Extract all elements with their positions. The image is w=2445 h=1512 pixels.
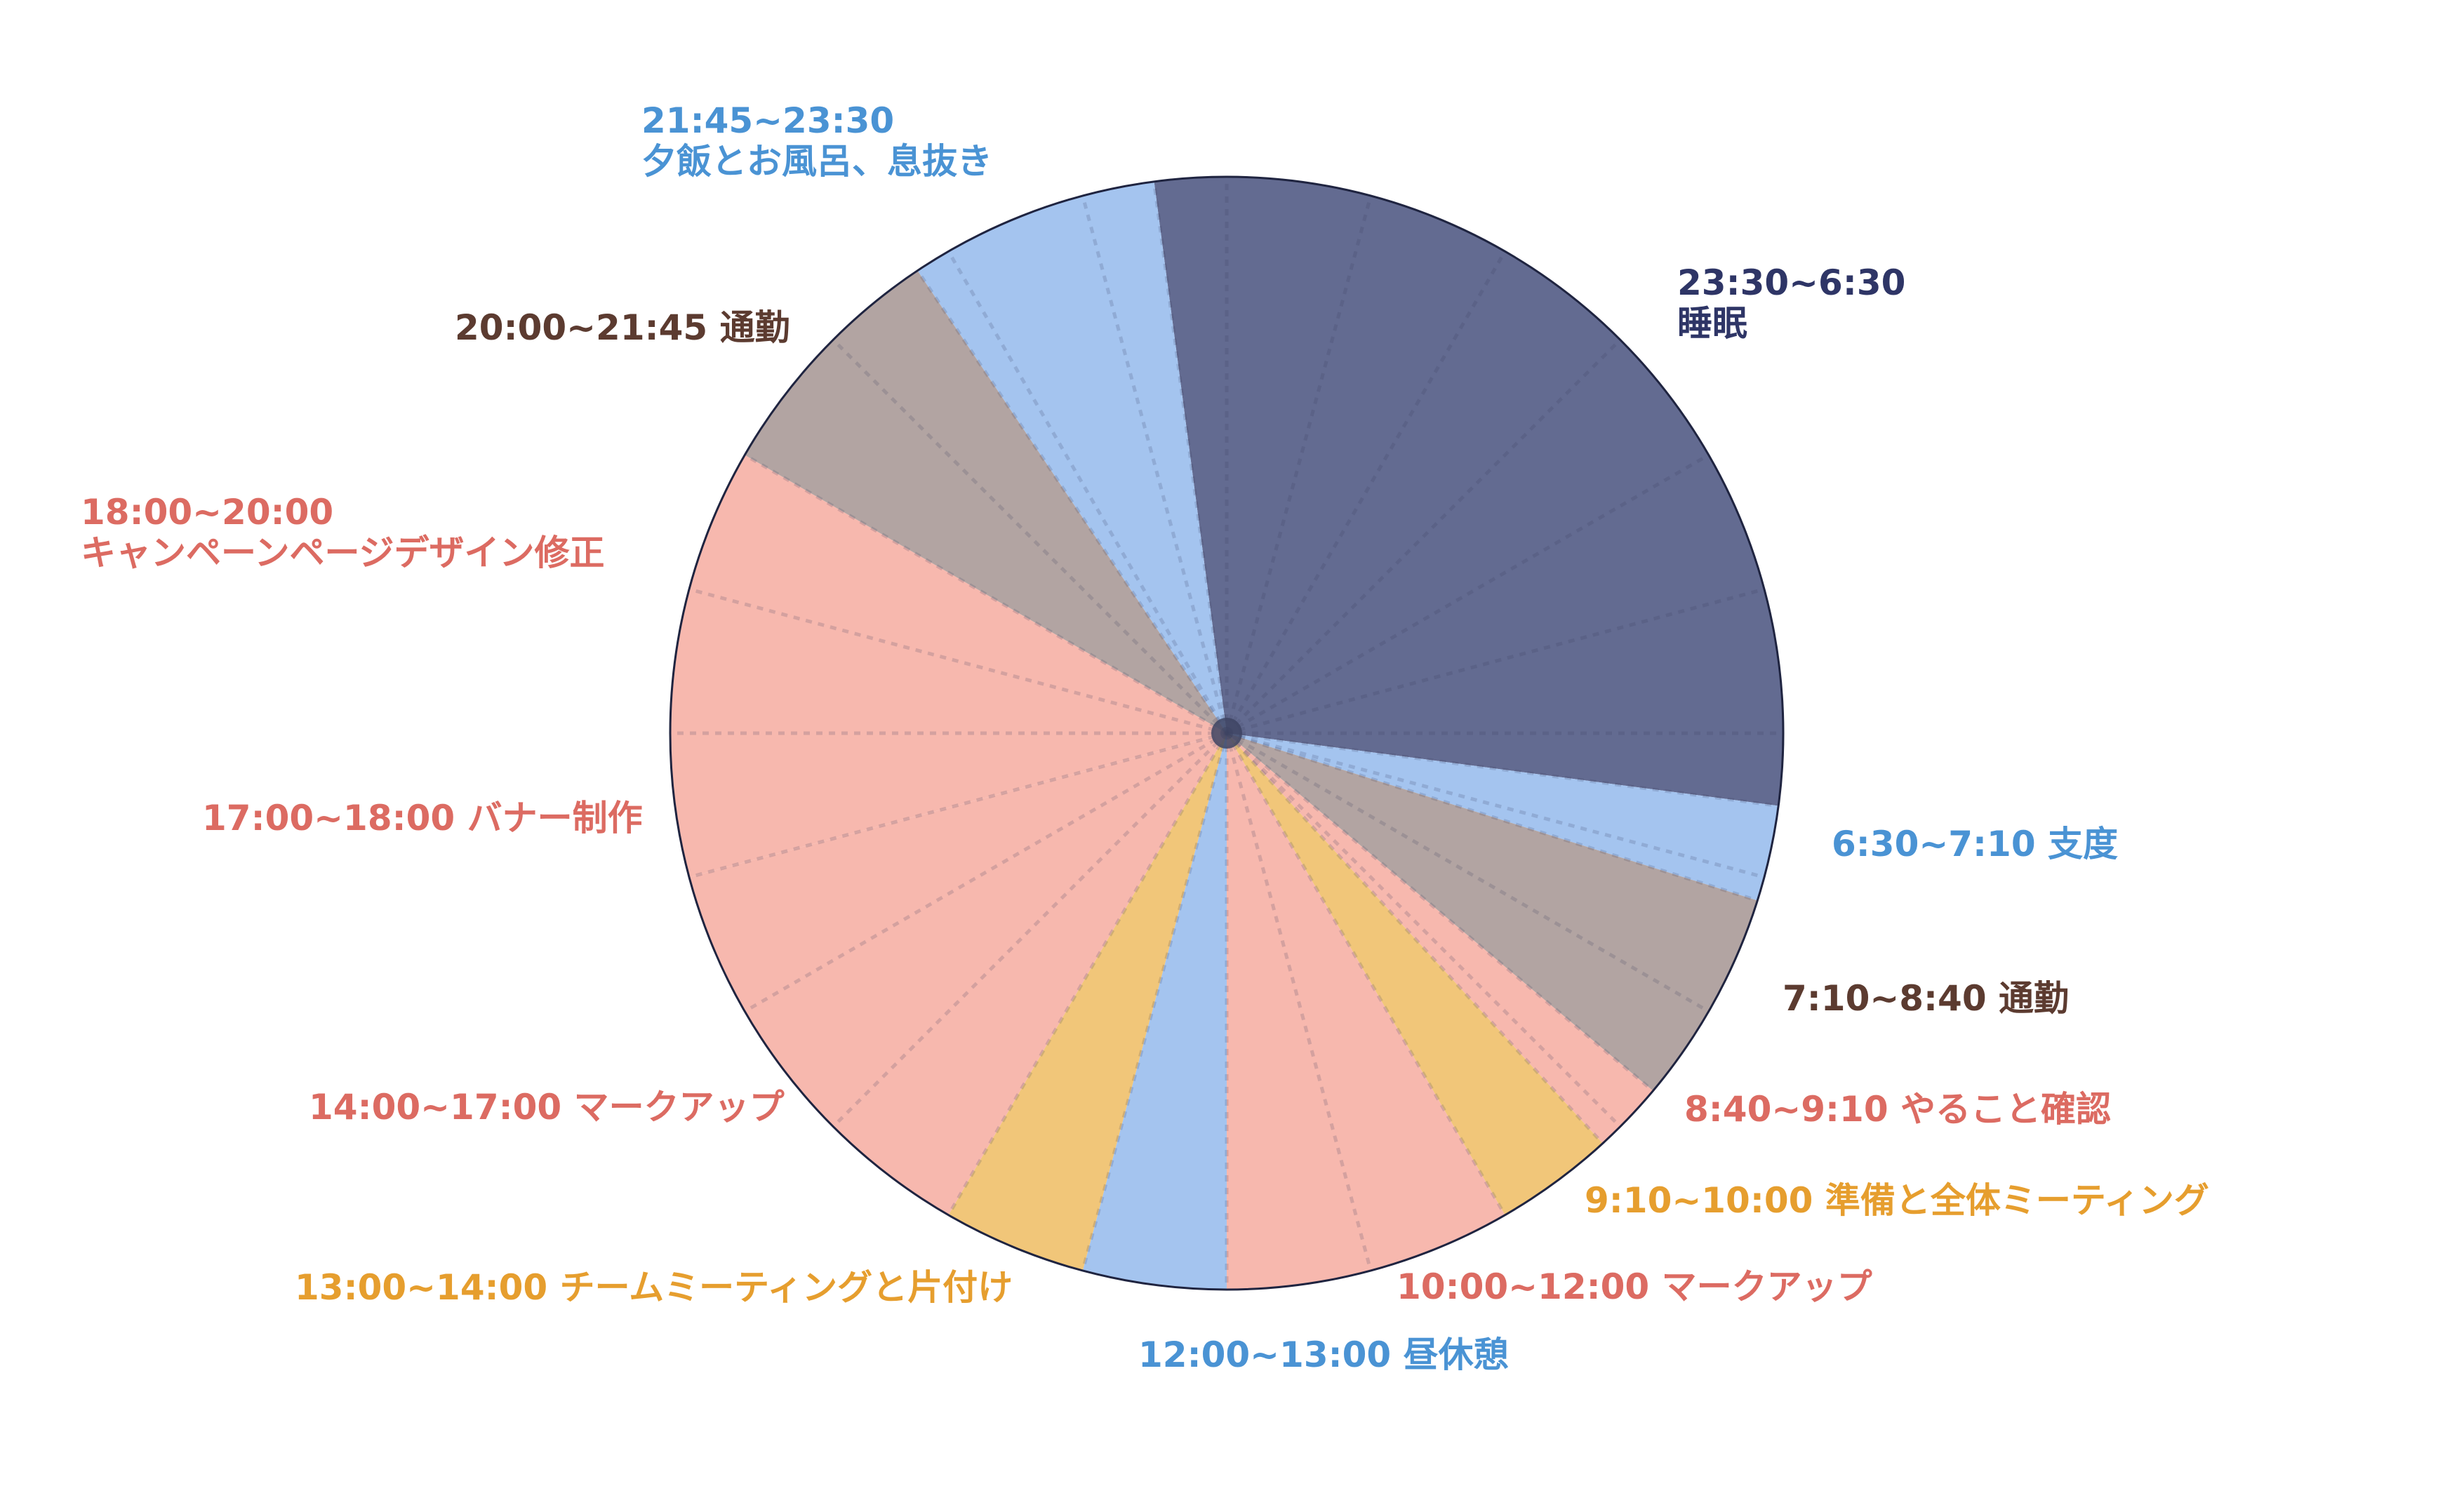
hour-gridline — [1225, 732, 1507, 1217]
slice-label-line: 23:30~6:30 — [1677, 262, 1905, 303]
slice-label-13: 21:45~23:30 夕飯とお風呂、息抜き — [641, 100, 992, 182]
hour-gridline — [1226, 731, 1759, 902]
hour-gridline — [1225, 731, 1710, 1013]
hour-gridline — [947, 250, 1229, 735]
slice-label-line: 10:00~12:00 マークアップ — [1397, 1266, 1872, 1307]
slice-labels: 23:30~6:30 睡眠 6:30~7:10 支度 7:10~8:40 通勤 8:40… — [81, 100, 2209, 1375]
hour-gridlines — [670, 177, 1783, 1290]
slice-label-7: 12:00~13:00 昼休憩 — [1138, 1334, 1509, 1375]
hour-gridline — [688, 587, 1227, 735]
pie-slice-6 — [1227, 733, 1505, 1290]
slice-label-line: 夕飯とお風呂、息抜き — [641, 141, 992, 182]
pie-slices — [670, 176, 1784, 1290]
pie-slice-8 — [948, 733, 1227, 1271]
slice-label-line: 20:00~21:45 通勤 — [455, 307, 790, 348]
hour-gridline — [1226, 731, 1779, 808]
hour-gridline — [1225, 732, 1655, 1092]
slice-label-line: 12:00~13:00 昼休憩 — [1138, 1334, 1509, 1375]
slice-label-6: 10:00~12:00 マークアップ — [1397, 1266, 1872, 1307]
slice-label-line: キャンペーンページデザイン修正 — [81, 533, 605, 573]
hour-gridline — [832, 732, 1228, 1128]
pie-slice-2 — [1227, 733, 1779, 901]
pie-slice-5 — [1227, 733, 1603, 1215]
hour-gridline — [832, 338, 1228, 735]
hour-gridline — [1081, 732, 1229, 1271]
slice-label-3: 7:10~8:40 通勤 — [1783, 978, 2069, 1019]
hour-gridline — [916, 269, 1229, 735]
slice-label-line: 8:40~9:10 やること確認 — [1684, 1089, 2111, 1130]
hour-gridline — [947, 732, 1229, 1217]
slice-label-line: 9:10~10:00 準備と全体ミーティング — [1585, 1180, 2209, 1221]
slice-label-line: 18:00~20:00 — [81, 492, 333, 533]
slice-label-2: 6:30~7:10 支度 — [1832, 824, 2118, 864]
slice-label-10: 17:00~18:00 バナー制作 — [202, 798, 643, 838]
slice-label-5: 9:10~10:00 準備と全体ミーティング — [1585, 1180, 2209, 1221]
hour-gridline — [1226, 731, 1765, 879]
hour-gridline — [1226, 587, 1765, 735]
hour-gridline — [743, 731, 1228, 1013]
pie-slice-7 — [1082, 733, 1227, 1290]
slice-label-line: 7:10~8:40 通勤 — [1783, 978, 2069, 1019]
pie-slice-10 — [670, 733, 1227, 878]
slice-label-line: 21:45~23:30 — [641, 100, 894, 141]
hour-gridline — [1225, 732, 1622, 1128]
slice-label-line: 13:00~14:00 チームミーティングと片付け — [295, 1267, 1013, 1308]
pie-slice-11 — [670, 455, 1227, 733]
hour-gridline — [1225, 195, 1373, 734]
pie-slice-3 — [1227, 733, 1758, 1091]
hour-gridline — [1225, 732, 1373, 1271]
slice-label-9: 14:00~17:00 マークアップ — [309, 1087, 785, 1128]
pie-slice-9 — [689, 733, 1227, 1215]
slice-label-12: 20:00~21:45 通勤 — [455, 307, 790, 348]
hour-gridline — [1225, 250, 1507, 735]
slice-label-8: 13:00~14:00 チームミーティングと片付け — [295, 1267, 1013, 1308]
slice-label-1: 23:30~6:30 睡眠 — [1677, 262, 1905, 344]
slice-label-4: 8:40~9:10 やること確認 — [1684, 1089, 2111, 1130]
pie-outline — [669, 175, 1785, 1291]
slice-label-line: 14:00~17:00 マークアップ — [309, 1087, 785, 1128]
hour-gridline — [743, 453, 1228, 735]
slice-label-line: 睡眠 — [1677, 303, 1747, 344]
slice-label-line: 17:00~18:00 バナー制作 — [202, 798, 643, 838]
hour-gridline — [688, 731, 1227, 879]
pie-center-dot — [1211, 718, 1242, 749]
hour-gridline — [1225, 732, 1604, 1145]
slice-label-line: 6:30~7:10 支度 — [1832, 824, 2118, 864]
pie-slice-1 — [1154, 176, 1784, 806]
slice-label-11: 18:00~20:00 キャンペーンページデザイン修正 — [81, 492, 605, 573]
pie-slice-12 — [745, 270, 1227, 733]
hour-gridline — [1225, 453, 1710, 735]
pie-slice-13 — [917, 181, 1227, 733]
hour-gridline — [1081, 195, 1229, 734]
hour-gridline — [1225, 338, 1622, 735]
hour-gridline — [1152, 181, 1229, 734]
pie-slice-4 — [1227, 733, 1653, 1144]
